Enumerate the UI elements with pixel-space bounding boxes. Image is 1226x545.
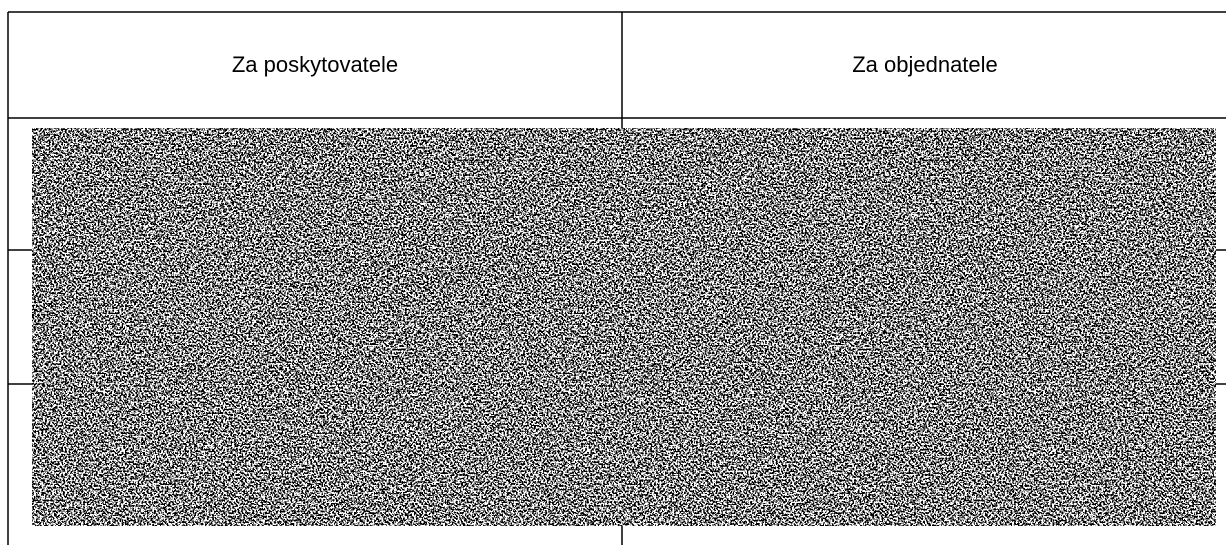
- header-cell: Za objednatele: [852, 52, 998, 77]
- redacted-area: [32, 128, 1216, 526]
- page: {"table": {"headers": ["Za poskytovatele…: [0, 0, 1226, 545]
- header-cell: Za poskytovatele: [232, 52, 398, 77]
- table: Za poskytovatele Za objednatele: [0, 0, 1226, 545]
